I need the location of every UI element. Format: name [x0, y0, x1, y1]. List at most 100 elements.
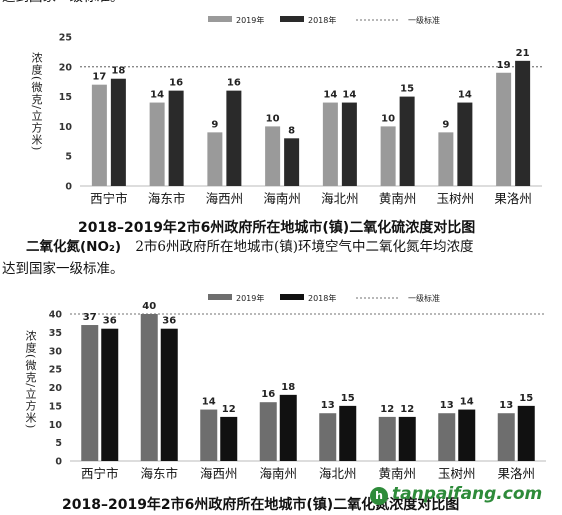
data-label: 36: [103, 316, 117, 327]
legend-swatch: [208, 16, 232, 22]
bar-series1: [207, 132, 223, 186]
bar-series2: [517, 405, 535, 461]
bar-series2: [168, 90, 184, 186]
bar-series1: [378, 416, 396, 461]
bar-series2: [458, 409, 476, 461]
data-label: 16: [261, 389, 275, 400]
data-label: 18: [281, 382, 295, 393]
bar-series2: [110, 78, 126, 186]
category-label: 果洛州: [494, 191, 532, 206]
y-tick-label: 15: [59, 92, 72, 103]
legend-label: 一级标准: [408, 15, 440, 25]
bar-series2: [339, 405, 357, 461]
data-label: 15: [341, 393, 355, 404]
y-tick-label: 0: [65, 182, 72, 193]
bar-series1: [380, 126, 396, 186]
y-tick-label: 10: [49, 420, 63, 431]
bar-series1: [319, 413, 337, 461]
category-label: 果洛州: [497, 466, 535, 481]
y-tick-label: 10: [59, 122, 73, 133]
chart1-ylabel: 浓度(微克/立方米): [30, 52, 43, 152]
watermark-text: tanpaifang.com: [392, 484, 543, 504]
y-tick-label: 25: [59, 33, 72, 44]
bar-series1: [259, 402, 277, 461]
data-label: 37: [83, 312, 97, 323]
data-label: 15: [400, 84, 414, 95]
y-tick-label: 5: [55, 438, 62, 449]
legend-label: 2018年: [308, 293, 336, 303]
bar-series1: [497, 413, 515, 461]
so2-bar-chart: 0 5 10 15 20 25 17 18 西宁市 14 16 海东市 9 16 海西州 10 8 海南州 14 14…: [59, 15, 542, 206]
y-tick-label: 25: [49, 365, 62, 376]
bar-series2: [399, 96, 415, 186]
data-label: 16: [169, 78, 183, 89]
bar-series2: [515, 60, 531, 187]
data-label: 17: [92, 72, 106, 83]
y-tick-label: 20: [59, 62, 73, 73]
category-label: 黄南州: [379, 191, 417, 206]
category-label: 海南州: [259, 466, 297, 481]
data-label: 18: [111, 66, 125, 77]
data-label: 13: [321, 400, 335, 411]
data-label: 12: [222, 404, 236, 415]
category-label: 海东市: [140, 466, 178, 481]
bar-series2: [279, 394, 297, 461]
legend-swatch: [280, 294, 304, 300]
data-label: 8: [288, 125, 295, 136]
bar-series2: [160, 328, 178, 461]
bar-series1: [322, 102, 338, 186]
data-label: 12: [400, 404, 414, 415]
bar-series1: [91, 84, 107, 186]
bar-series2: [220, 416, 238, 461]
chart1-caption: 2018–2019年2市6州政府所在地城市(镇)二氧化硫浓度对比图: [78, 220, 476, 236]
data-label: 14: [202, 397, 216, 408]
top-cut-text: 适到国家一级标准。: [2, 0, 124, 8]
chart2-caption: 2018–2019年2市6州政府所在地城市(镇)二氧化氮浓度对比图: [62, 497, 460, 513]
data-label: 10: [266, 113, 280, 124]
data-label: 15: [519, 393, 533, 404]
y-tick-label: 20: [49, 383, 63, 394]
legend-swatch: [280, 16, 304, 22]
data-label: 13: [499, 400, 513, 411]
bar-series1: [438, 132, 454, 186]
y-tick-label: 40: [49, 310, 63, 321]
data-label: 16: [227, 78, 241, 89]
y-tick-label: 5: [65, 152, 72, 163]
bar-series1: [200, 409, 218, 461]
category-label: 海北州: [319, 466, 357, 481]
legend-label: 2019年: [236, 15, 264, 25]
category-label: 西宁市: [90, 191, 128, 206]
bar-series1: [149, 102, 165, 186]
legend-swatch: [208, 294, 232, 300]
y-tick-label: 0: [55, 457, 62, 468]
legend-label: 2018年: [308, 15, 336, 25]
bar-series1: [81, 325, 99, 461]
bar-series1: [140, 314, 158, 461]
category-label: 海南州: [263, 191, 301, 206]
bar-series1: [496, 72, 512, 186]
y-tick-label: 15: [49, 401, 62, 412]
no2-paragraph: 二氧化氮(NO₂) 2市6州政府所在地城市(镇)环境空气中二氧化氮年均浓度 达到…: [2, 236, 560, 280]
data-label: 10: [381, 113, 395, 124]
data-label: 14: [150, 90, 164, 101]
chart2-ylabel: 浓度(微克/立方米): [24, 330, 37, 430]
category-label: 黄南州: [378, 466, 416, 481]
bar-series2: [457, 102, 473, 186]
bar-series1: [438, 413, 456, 461]
no2-heading: 二氧化氮(NO₂): [26, 239, 122, 255]
data-label: 14: [460, 397, 474, 408]
bar-series2: [341, 102, 357, 186]
no2-paragraph-line1: 2市6州政府所在地城市(镇)环境空气中二氧化氮年均浓度: [135, 239, 474, 255]
y-tick-label: 30: [49, 346, 63, 357]
data-label: 36: [162, 316, 176, 327]
data-label: 9: [211, 119, 218, 130]
bar-series2: [398, 416, 416, 461]
category-label: 海西州: [200, 466, 238, 481]
no2-paragraph-line2: 达到国家一级标准。: [2, 261, 124, 277]
category-label: 西宁市: [81, 466, 119, 481]
data-label: 14: [458, 90, 472, 101]
category-label: 玉树州: [438, 466, 476, 481]
category-label: 海西州: [206, 191, 244, 206]
y-tick-label: 35: [49, 328, 62, 339]
bar-series1: [265, 126, 281, 186]
